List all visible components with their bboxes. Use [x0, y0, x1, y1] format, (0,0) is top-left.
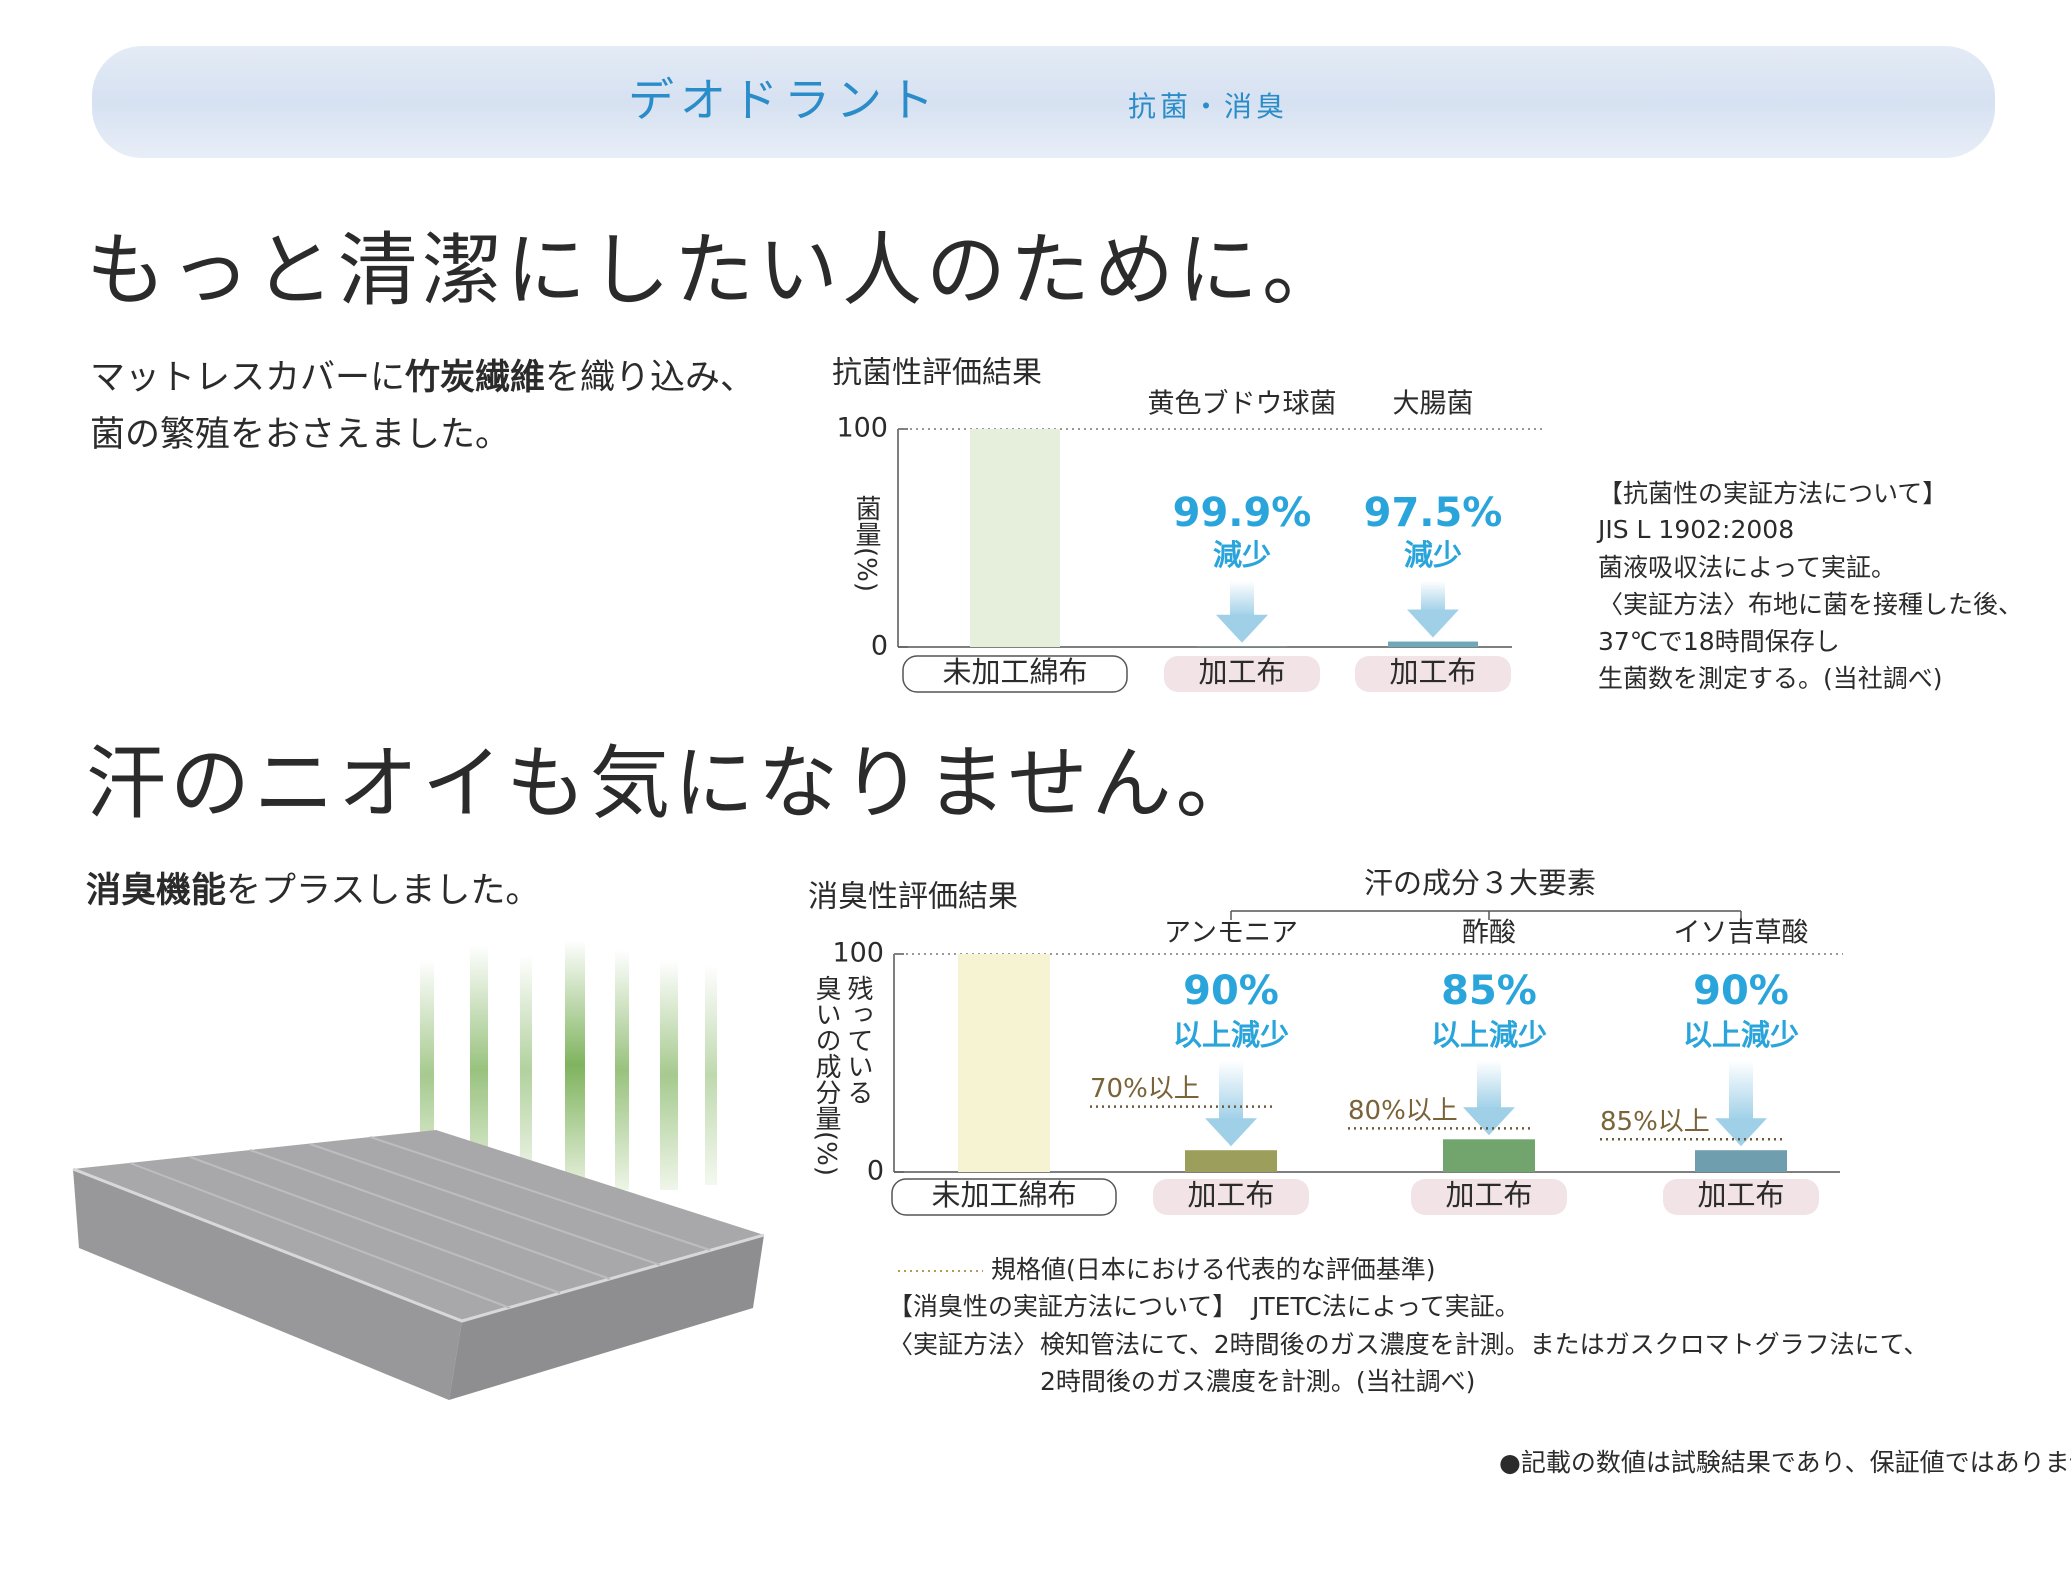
y-axis-label: 菌量(%) — [851, 495, 881, 592]
category-box — [1164, 656, 1320, 692]
x-tick-label: 加工布 — [1389, 655, 1476, 689]
category-box — [1153, 1179, 1309, 1215]
header-subtitle: 抗菌・消臭 — [1128, 90, 1288, 123]
bar — [1443, 1139, 1535, 1172]
body-text: 消臭機能をプラスしました。 — [86, 871, 540, 911]
x-tick-label: 加工布 — [1198, 655, 1285, 689]
x-tick-label: 未加工綿布 — [931, 1178, 1076, 1212]
arrow-head — [1463, 1107, 1515, 1136]
note-text: 菌液吸収法によって実証。 — [1598, 553, 1896, 582]
y-tick-label: 100 — [832, 938, 884, 969]
heading: 汗のニオイも気になりません。 — [86, 737, 1260, 830]
bar — [1388, 641, 1478, 647]
y-axis-label: 臭いの成分量(%) — [811, 975, 841, 1176]
note-text: 〈実証方法〉 — [888, 1330, 1038, 1359]
category-box — [891, 1178, 1117, 1216]
reduction-rate: 97.5% — [1364, 490, 1503, 536]
standard-label: 80%以上 — [1348, 1096, 1458, 1126]
header-band — [92, 46, 1995, 158]
note-text: 生菌数を測定する。(当社調べ) — [1598, 664, 1943, 693]
note-text: 〈実証方法〉布地に菌を接種した後、 — [1598, 590, 2023, 619]
group-label: 大腸菌 — [1393, 389, 1474, 420]
arrow-shaft — [1230, 581, 1254, 617]
bar — [1185, 1150, 1277, 1172]
reduction-rate: 85% — [1441, 968, 1537, 1014]
group-label: イソ吉草酸 — [1674, 918, 1809, 949]
note-text: JTETC法によって実証。 — [1250, 1292, 1520, 1321]
category-box — [1355, 656, 1511, 692]
y-axis-label: 残っている — [843, 975, 873, 1105]
arrow-head — [1407, 609, 1459, 638]
group-label: 酢酸 — [1462, 918, 1516, 949]
bar — [958, 954, 1050, 1172]
category-box — [902, 655, 1128, 693]
legend-label: 規格値(日本における代表的な評価基準) — [991, 1255, 1436, 1284]
y-tick-label: 0 — [871, 631, 888, 662]
footnote: ●記載の数値は試験結果であり、保証値ではありません — [1499, 1448, 2071, 1477]
reduction-rate: 99.9% — [1173, 490, 1312, 536]
arrow-head — [1216, 614, 1268, 643]
reduction-rate: 90% — [1183, 968, 1279, 1014]
reduction-text: 減少 — [1404, 538, 1462, 572]
note-text: 【消臭性の実証方法について】 — [888, 1292, 1237, 1321]
note-text: 検知管法にて、2時間後のガス濃度を計測。またはガスクロマトグラフ法にて、 — [1040, 1330, 1928, 1359]
y-tick-label: 0 — [867, 1156, 884, 1187]
x-tick-label: 加工布 — [1187, 1178, 1274, 1212]
body-text: マットレスカバーに竹炭繊維を織り込み、 — [90, 358, 755, 398]
antibacterial-note: 【抗菌性の実証方法について】 JIS L 1902:2008 菌液吸収法によって… — [1596, 479, 2023, 693]
reduction-rate: 90% — [1693, 968, 1789, 1014]
standard-label: 70%以上 — [1090, 1074, 1200, 1104]
note-text: 2時間後のガス濃度を計測。(当社調べ) — [1040, 1367, 1475, 1396]
category-box — [1411, 1179, 1567, 1215]
note-text: 37℃で18時間保存し — [1598, 627, 1840, 656]
standard-label: 85%以上 — [1600, 1107, 1710, 1137]
arrow-head — [1205, 1118, 1257, 1147]
reduction-text: 以上減少 — [1173, 1018, 1289, 1052]
header-title: デオドラント — [628, 73, 940, 127]
category-box — [1663, 1179, 1819, 1215]
bar — [1695, 1150, 1787, 1172]
chart-title: 抗菌性評価結果 — [832, 356, 1042, 391]
group-label: 黄色ブドウ球菌 — [1148, 389, 1337, 420]
arrow-shaft — [1421, 581, 1445, 612]
note-text: JIS L 1902:2008 — [1596, 515, 1794, 544]
x-tick-label: 加工布 — [1697, 1178, 1784, 1212]
chart-title: 消臭性評価結果 — [808, 880, 1018, 915]
x-tick-label: 加工布 — [1445, 1178, 1532, 1212]
reduction-text: 以上減少 — [1431, 1018, 1547, 1052]
arrow-shaft — [1219, 1061, 1243, 1121]
arrow-head — [1715, 1118, 1767, 1147]
body-text: 菌の繁殖をおさえました。 — [90, 415, 510, 455]
y-tick-label: 100 — [836, 413, 888, 444]
bamboo-illustration — [420, 940, 717, 1195]
bar — [970, 429, 1060, 647]
group-title: 汗の成分３大要素 — [1364, 866, 1596, 900]
reduction-text: 減少 — [1213, 538, 1271, 572]
note-text: 【抗菌性の実証方法について】 — [1598, 479, 1947, 508]
group-label: アンモニア — [1164, 918, 1298, 949]
reduction-text: 以上減少 — [1683, 1018, 1799, 1052]
deodorant-note: 【消臭性の実証方法について】 JTETC法によって実証。 〈実証方法〉 検知管法… — [888, 1292, 1928, 1396]
x-tick-label: 未加工綿布 — [942, 655, 1087, 689]
arrow-shaft — [1729, 1061, 1753, 1121]
arrow-shaft — [1477, 1061, 1501, 1110]
mattress-illustration — [72, 1130, 765, 1400]
heading: もっと清潔にしたい人のために。 — [86, 224, 1346, 317]
